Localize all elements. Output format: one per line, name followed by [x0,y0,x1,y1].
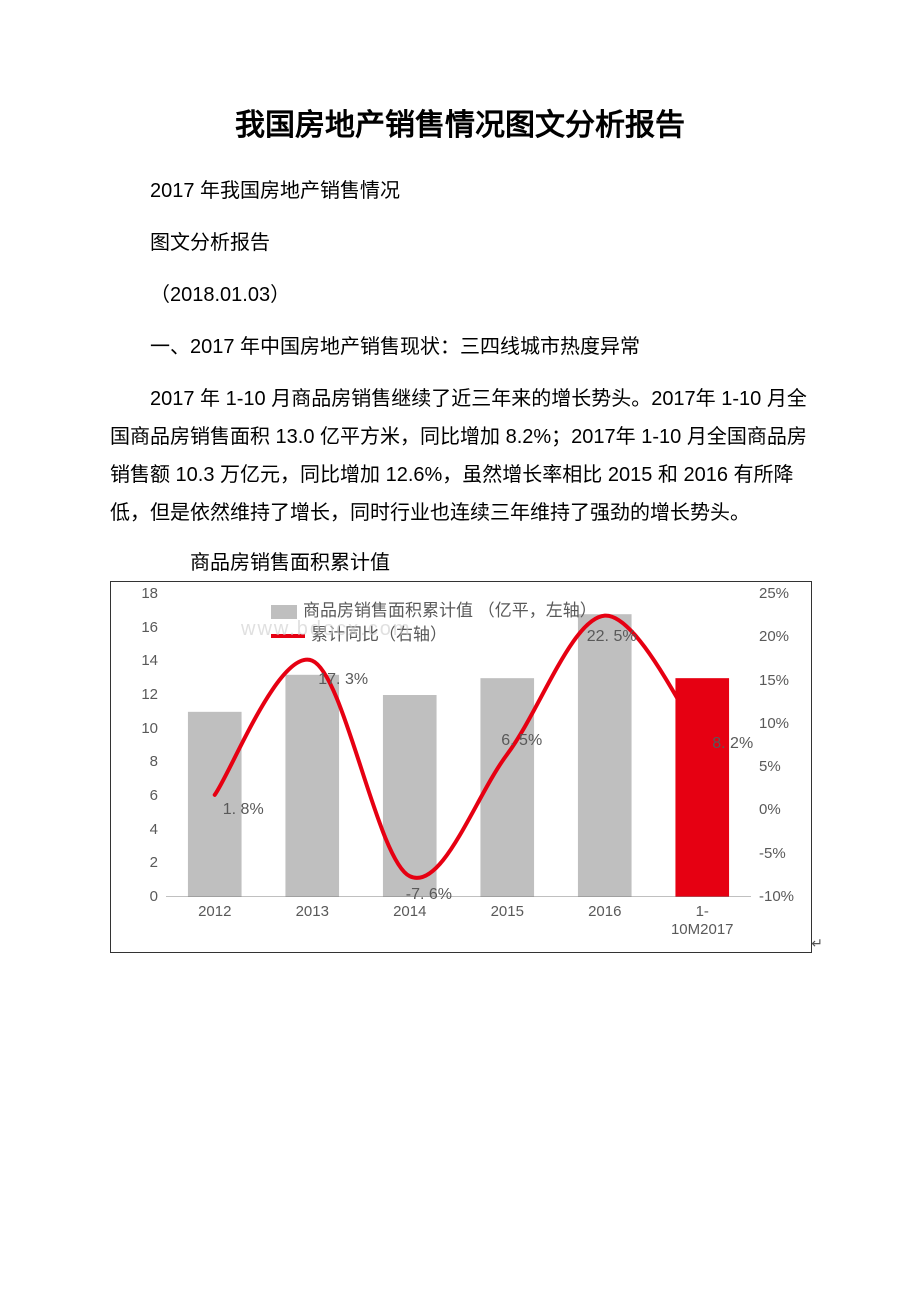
y-right-tick-label: 10% [759,715,789,732]
line-data-label: 22. 5% [587,628,637,646]
x-tick-label: 2014 [370,903,450,921]
y-left-tick-label: 0 [150,888,158,905]
y-left-tick-label: 16 [141,619,158,636]
subtitle-line-2: 图文分析报告 [110,224,810,262]
y-left-tick-label: 6 [150,787,158,804]
x-tick-label: 2012 [175,903,255,921]
y-left-tick-label: 14 [141,652,158,669]
document-title: 我国房地产销售情况图文分析报告 [110,100,810,144]
watermark-text: www.bdocx.com [241,618,412,641]
y-right-tick-label: 20% [759,628,789,645]
line-data-label: -7. 6% [406,886,452,904]
y-right-tick-label: 0% [759,801,781,818]
x-tick-label: 2015 [467,903,547,921]
x-tick-label: 1- 10M2017 [662,903,742,939]
line-data-label: 1. 8% [223,801,264,819]
chart-bar [285,675,339,897]
chart-caption: 商品房销售面积累计值 [110,546,810,575]
y-right-tick-label: -10% [759,888,794,905]
y-left-tick-label: 8 [150,753,158,770]
cursor-caret-icon: ↵ [811,935,823,952]
line-data-label: 6. 5% [501,732,542,750]
sales-area-chart: ↵ 024681012141618-10%-5%0%5%10%15%20%25%… [110,581,812,953]
y-right-tick-label: -5% [759,845,786,862]
body-paragraph-1: 2017 年 1-10 月商品房销售继续了近三年来的增长势头。2017年 1-1… [110,380,810,532]
y-left-tick-label: 10 [141,720,158,737]
line-data-label: 17. 3% [318,671,368,689]
section-heading-1: 一、2017 年中国房地产销售现状：三四线城市热度异常 [110,328,810,366]
y-left-tick-label: 18 [141,585,158,602]
legend-bar-swatch-icon [271,605,297,619]
x-tick-label: 2016 [565,903,645,921]
y-left-tick-label: 2 [150,854,158,871]
date-line: （2018.01.03） [110,276,810,314]
y-right-tick-label: 15% [759,672,789,689]
chart-bar [383,695,437,897]
y-left-tick-label: 12 [141,686,158,703]
y-left-tick-label: 4 [150,821,158,838]
chart-bar [578,614,632,897]
y-right-tick-label: 25% [759,585,789,602]
subtitle-line-1: 2017 年我国房地产销售情况 [110,172,810,210]
x-tick-label: 2013 [272,903,352,921]
line-data-label: 8. 2% [712,735,753,753]
y-right-tick-label: 5% [759,758,781,775]
